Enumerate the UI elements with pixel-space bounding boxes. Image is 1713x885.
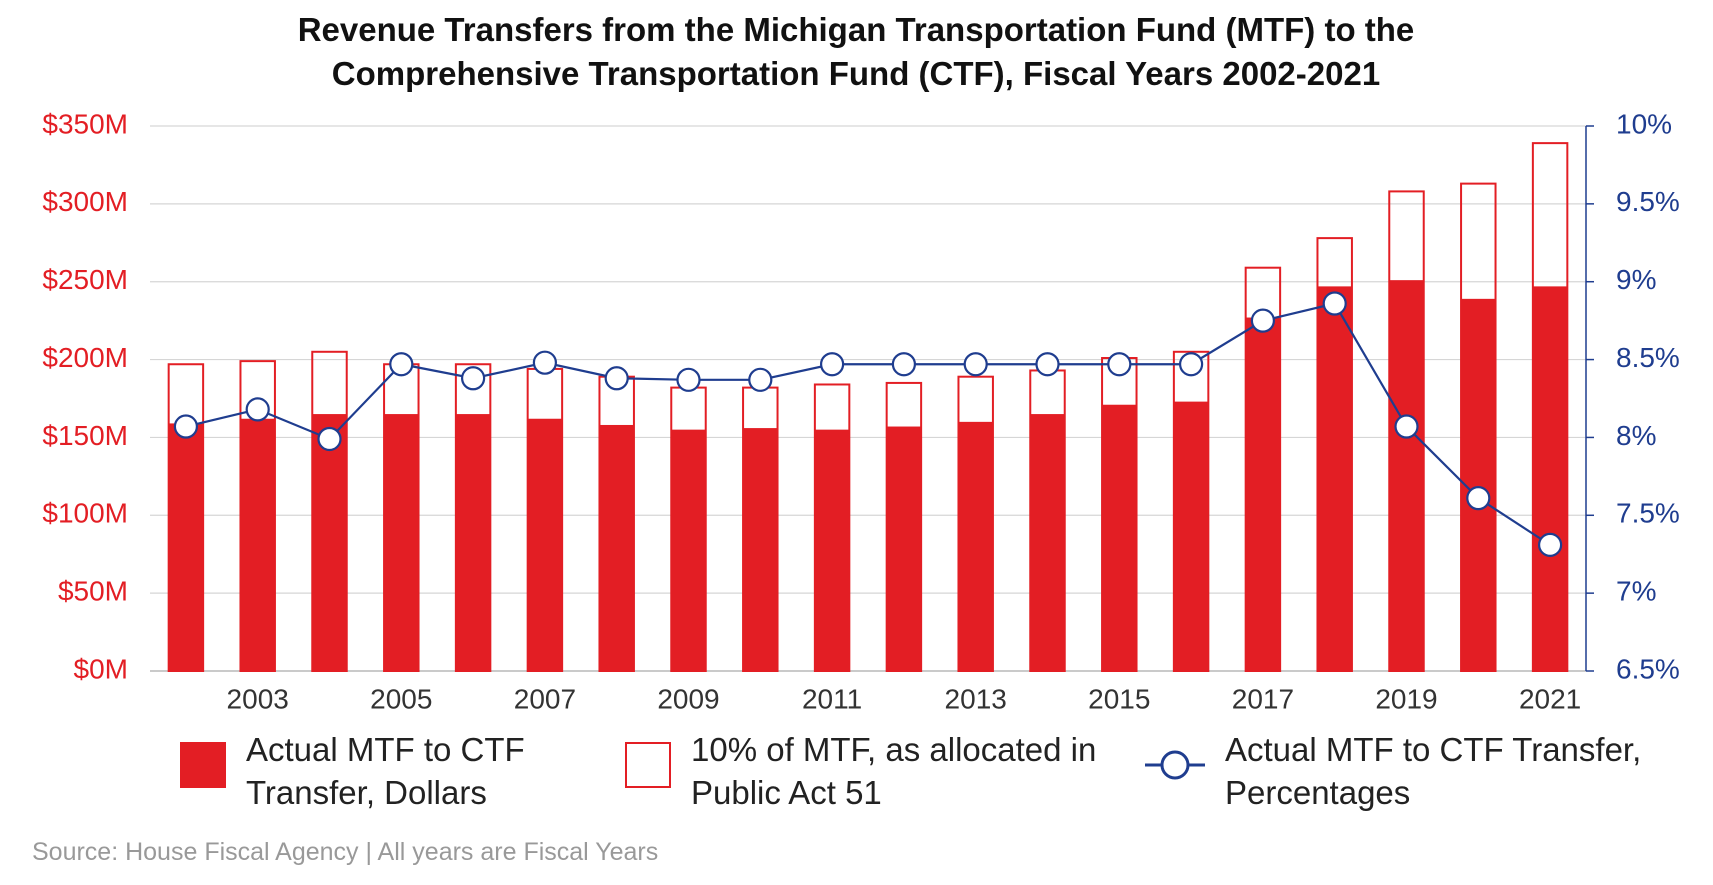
bar <box>1388 190 1425 672</box>
y-tick-label: $250M <box>42 264 128 295</box>
line-marker <box>1107 352 1132 377</box>
bar <box>1532 286 1568 671</box>
y-tick-label: $50M <box>58 576 128 607</box>
line-marker <box>1250 308 1276 333</box>
bar <box>168 423 204 671</box>
bar <box>1317 286 1352 671</box>
bar <box>671 429 706 671</box>
bar <box>885 381 923 672</box>
bar <box>813 383 851 672</box>
bar <box>311 350 348 672</box>
y2-tick-label: 8.5% <box>1616 342 1680 373</box>
line-marker <box>317 426 342 452</box>
line-marker <box>1178 352 1204 377</box>
legend-item: Actual MTF to CTF Transfer, Percentages <box>1145 728 1645 814</box>
x-tick-label: 2003 <box>227 683 289 714</box>
line-marker <box>963 352 988 377</box>
bar <box>599 424 634 671</box>
y2-tick-label: 9% <box>1616 264 1656 295</box>
x-tick-label: 2011 <box>802 683 862 714</box>
bar <box>1389 280 1424 671</box>
line-marker <box>461 366 486 391</box>
x-tick-label: 2007 <box>514 683 576 714</box>
bar <box>958 421 993 671</box>
legend-swatch <box>1145 742 1205 788</box>
y2-tick-label: 7% <box>1616 576 1656 607</box>
bar <box>240 418 275 671</box>
bar <box>455 414 491 671</box>
bar <box>1172 350 1210 672</box>
legend-label: Actual MTF to CTF Transfer, Dollars <box>246 731 525 811</box>
line-marker <box>1394 414 1419 439</box>
bar <box>454 363 492 672</box>
line-marker <box>676 367 701 392</box>
bar <box>527 418 563 671</box>
y-tick-label: $200M <box>42 342 128 373</box>
x-tick-label: 2021 <box>1519 683 1581 714</box>
x-tick-label: 2017 <box>1232 683 1294 714</box>
bar <box>312 414 347 671</box>
line-marker <box>891 352 917 377</box>
legend-item: Actual MTF to CTF Transfer, Dollars <box>180 728 606 814</box>
y-tick-label: $0M <box>74 653 128 684</box>
bar <box>384 414 419 671</box>
bar <box>743 428 778 671</box>
line-marker <box>532 350 558 375</box>
x-tick-label: 2005 <box>370 683 432 714</box>
legend-item: 10% of MTF, as allocated in Public Act 5… <box>625 728 1131 814</box>
y2-tick-label: 9.5% <box>1616 186 1680 217</box>
line-marker <box>389 352 414 377</box>
line-marker <box>748 367 773 392</box>
x-tick-label: 2019 <box>1375 683 1437 714</box>
x-tick-label: 2013 <box>945 683 1007 714</box>
bar <box>1531 142 1569 672</box>
bar <box>1173 401 1209 671</box>
bar <box>957 375 994 672</box>
line-marker <box>1537 532 1563 557</box>
y-tick-label: $100M <box>42 498 128 529</box>
line <box>185 302 1551 546</box>
bar <box>1244 266 1282 672</box>
legend-label: Actual MTF to CTF Transfer, Percentages <box>1225 731 1642 811</box>
bar <box>1461 298 1496 671</box>
y-tick-label: $300M <box>42 186 128 217</box>
chart-title: Revenue Transfers from the Michigan Tran… <box>297 11 1415 92</box>
bar <box>814 429 850 671</box>
line-marker <box>819 352 845 377</box>
line-marker <box>1035 352 1060 377</box>
line-marker <box>1466 486 1491 511</box>
line-marker <box>604 366 629 391</box>
bar <box>886 426 922 671</box>
x-tick-label: 2009 <box>657 683 719 714</box>
y2-tick-label: 10% <box>1616 108 1672 139</box>
line-marker <box>173 414 198 439</box>
bar <box>167 363 205 672</box>
source-note: Source: House Fiscal Agency | All years … <box>32 838 659 866</box>
legend-label: 10% of MTF, as allocated in Public Act 5… <box>691 731 1097 811</box>
y2-tick-label: 6.5% <box>1616 653 1680 684</box>
bar <box>1245 317 1281 671</box>
y-tick-label: $350M <box>42 108 128 139</box>
legend-swatch <box>180 742 226 788</box>
y2-tick-label: 8% <box>1616 420 1656 451</box>
line-marker <box>245 397 270 422</box>
bar <box>239 360 276 672</box>
legend-swatch <box>625 742 671 788</box>
bar <box>1030 414 1065 671</box>
line-marker <box>1322 291 1347 316</box>
bar <box>1460 182 1497 672</box>
bar <box>1316 237 1353 672</box>
x-tick-label: 2015 <box>1088 683 1150 714</box>
bar <box>1102 404 1137 671</box>
y-tick-label: $150M <box>42 420 128 451</box>
y2-tick-label: 7.5% <box>1616 498 1680 529</box>
